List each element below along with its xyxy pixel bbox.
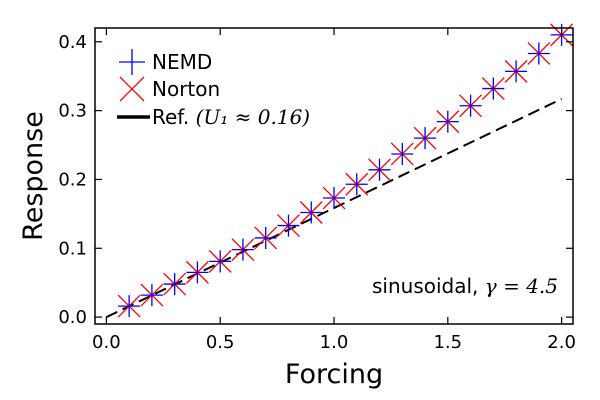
x-tick-label: 1.0 xyxy=(320,332,349,353)
nemd-marker xyxy=(118,295,141,318)
nemd-point xyxy=(209,250,232,273)
annotation-math: γ = 4.5 xyxy=(485,274,558,298)
nemd-marker xyxy=(482,77,505,100)
nemd-marker xyxy=(209,250,232,273)
legend-nemd-marker xyxy=(119,49,145,75)
nemd-marker xyxy=(345,173,368,196)
legend-ref-math: (U₁ ≈ 0.16) xyxy=(196,105,310,129)
legend-norton-label: Norton xyxy=(152,77,220,101)
legend: NEMD Norton Ref. (U₁ ≈ 0.16) xyxy=(117,49,310,129)
nemd-marker xyxy=(163,273,186,296)
legend-ref-label: Ref. (U₁ ≈ 0.16) xyxy=(152,105,310,129)
nemd-point xyxy=(140,284,163,307)
nemd-point xyxy=(368,158,391,181)
y-tick-label: 0.4 xyxy=(58,32,87,53)
legend-item-nemd: NEMD xyxy=(119,49,212,75)
nemd-marker xyxy=(186,261,209,284)
nemd-point xyxy=(482,77,505,100)
annotation: sinusoidal, γ = 4.5 xyxy=(372,274,558,298)
nemd-point xyxy=(505,60,528,83)
nemd-marker xyxy=(414,127,437,150)
nemd-marker xyxy=(505,60,528,83)
nemd-marker xyxy=(368,158,391,181)
x-tick-label: 0.0 xyxy=(92,332,121,353)
legend-norton-marker xyxy=(119,76,145,102)
nemd-point xyxy=(345,173,368,196)
axes-layer: 0.0 0.5 1.0 1.5 2.0 0.0 0.1 0.2 0.3 0.4 Forcing Res… xyxy=(18,27,576,390)
nemd-point xyxy=(436,110,459,133)
nemd-point xyxy=(277,214,300,237)
nemd-point xyxy=(527,42,550,65)
x-tick-label: 0.5 xyxy=(206,332,235,353)
nemd-marker xyxy=(323,187,345,210)
nemd-marker xyxy=(140,284,163,307)
legend-item-norton: Norton xyxy=(119,76,220,102)
x-tick-label: 1.5 xyxy=(433,332,462,353)
nemd-marker xyxy=(277,214,300,237)
nemd-point xyxy=(391,142,414,165)
nemd-point xyxy=(459,94,482,117)
x-axis-label: Forcing xyxy=(285,359,383,390)
nemd-point xyxy=(118,295,141,318)
y-axis-label: Response xyxy=(18,111,49,241)
nemd-marker xyxy=(300,201,323,224)
y-tick-label: 0.0 xyxy=(58,307,87,328)
legend-nemd-label: NEMD xyxy=(152,50,212,74)
nemd-point xyxy=(186,261,209,284)
y-tick-label: 0.3 xyxy=(58,101,87,122)
nemd-point xyxy=(254,226,277,249)
nemd-marker xyxy=(459,94,482,117)
nemd-point xyxy=(231,238,254,261)
nemd-point xyxy=(323,187,345,210)
nemd-marker xyxy=(391,142,414,165)
nemd-marker xyxy=(231,238,254,261)
nemd-marker xyxy=(527,42,550,65)
x-tick-label: 2.0 xyxy=(547,332,576,353)
nemd-marker xyxy=(254,226,277,249)
y-tick-label: 0.1 xyxy=(58,238,87,259)
nemd-point xyxy=(414,127,437,150)
annotation-text: sinusoidal, γ = 4.5 xyxy=(372,274,558,298)
nemd-marker xyxy=(436,110,459,133)
y-tick-label: 0.2 xyxy=(58,169,87,190)
nemd-point xyxy=(300,201,323,224)
legend-item-ref: Ref. (U₁ ≈ 0.16) xyxy=(117,105,310,129)
nemd-point xyxy=(163,273,186,296)
